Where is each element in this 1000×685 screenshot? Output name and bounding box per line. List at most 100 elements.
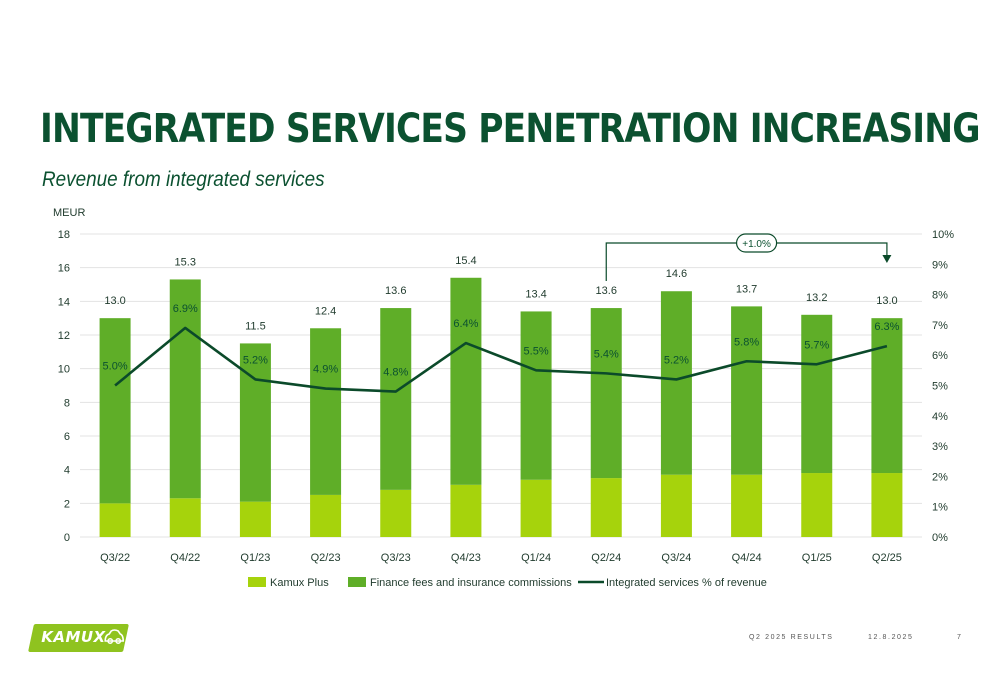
y2-tick-label: 8% [932, 290, 948, 302]
y2-tick-label: 9% [932, 259, 948, 271]
bar-finance-fees [310, 328, 342, 495]
bar-finance-fees [871, 318, 903, 474]
x-tick-label: Q2/23 [311, 552, 341, 564]
bar-total-label: 13.2 [806, 292, 827, 304]
x-tick-label: Q2/24 [591, 552, 621, 564]
callout-bubble [735, 233, 778, 253]
bar-kamux-plus [520, 479, 552, 537]
x-tick-label: Q1/24 [521, 552, 551, 564]
y-axis-left: 0 2 4 6 8 10 12 14 16 18 [58, 229, 70, 544]
x-tick-label: Q3/24 [661, 552, 691, 564]
percent-label: 6.3% [874, 321, 899, 333]
legend: Kamux Plus Finance fees and insurance com… [248, 577, 767, 589]
bar-total-label: 13.4 [525, 288, 546, 300]
y-axis-right: 0% 1% 2% 3% 4% 5% 6% 7% 8% 9% 10% [932, 229, 954, 544]
legend-swatch-finance [348, 577, 366, 587]
chart-subtitle: Revenue from integrated services [42, 168, 325, 191]
x-axis-ticks: Q3/22 Q4/22 Q1/23 Q2/23 Q3/23 Q4/23 Q1/24 Q2/24… [100, 552, 902, 564]
y-tick-label: 4 [64, 465, 70, 477]
callout-arrow [882, 255, 892, 263]
percent-label: 4.9% [313, 364, 338, 376]
bar-finance-fees [99, 318, 131, 504]
bar-kamux-plus [871, 473, 903, 537]
legend-label: Finance fees and insurance commissions [370, 577, 572, 589]
y2-tick-label: 5% [932, 381, 948, 393]
bar-kamux-plus [169, 498, 201, 537]
percent-line-path [114, 326, 888, 393]
y-tick-label: 12 [58, 330, 70, 342]
x-tick-label: Q3/23 [381, 552, 411, 564]
bar-total-label: 13.6 [385, 285, 406, 297]
bar-kamux-plus [239, 501, 271, 537]
car-icon [104, 629, 125, 644]
y-tick-label: 10 [58, 364, 70, 376]
bar-finance-fees [169, 279, 201, 499]
bar-finance-fees [590, 308, 622, 479]
percent-label: 4.8% [383, 367, 408, 379]
percent-label: 5.2% [243, 354, 268, 366]
percent-label: 6.4% [453, 318, 478, 330]
y-tick-label: 6 [64, 431, 70, 443]
bar-finance-fees [520, 311, 552, 480]
bar-kamux-plus [380, 489, 412, 537]
bar-total-label: 15.3 [175, 256, 196, 268]
percent-label: 5.5% [524, 345, 549, 357]
callout-annotation: +1.0% [605, 233, 892, 281]
percent-labels: 5.0% 6.9% 5.2% 4.9% 4.8% 6.4% 5.5% 5.4% 5.2% 5.8%… [103, 303, 900, 379]
footer-date: 12.8.2025 [868, 634, 914, 641]
percent-label: 5.7% [804, 339, 829, 351]
y2-tick-label: 6% [932, 350, 948, 362]
y-tick-label: 8 [64, 397, 70, 409]
bar-kamux-plus [801, 473, 833, 537]
bar-total-labels: 13.0 15.3 11.5 12.4 13.6 15.4 13.4 13.6 14.6 13.7… [104, 255, 897, 333]
footer-report-name: Q2 2025 RESULTS [749, 634, 834, 641]
x-tick-label: Q4/24 [732, 552, 762, 564]
x-tick-label: Q4/22 [170, 552, 200, 564]
x-tick-label: Q3/22 [100, 552, 130, 564]
percent-label: 5.4% [594, 348, 619, 360]
x-tick-label: Q2/25 [872, 552, 902, 564]
y2-tick-label: 1% [932, 502, 948, 514]
bar-total-label: 14.6 [666, 268, 687, 280]
y2-tick-label: 4% [932, 411, 948, 423]
gridlines [80, 233, 922, 538]
percent-label: 5.2% [664, 354, 689, 366]
bar-total-label: 11.5 [245, 320, 266, 332]
bar-kamux-plus [450, 484, 482, 537]
bars [99, 277, 903, 537]
page-number: 7 [957, 634, 961, 641]
percent-line [114, 326, 888, 393]
y-tick-label: 16 [58, 263, 70, 275]
x-tick-label: Q1/23 [240, 552, 270, 564]
y2-tick-label: 10% [932, 229, 954, 241]
bar-finance-fees [380, 308, 412, 490]
percent-label: 6.9% [173, 303, 198, 315]
y-tick-label: 0 [64, 532, 70, 544]
bar-finance-fees [801, 314, 833, 474]
bar-total-label: 13.6 [596, 285, 617, 297]
bar-kamux-plus [660, 474, 692, 537]
y2-tick-label: 0% [932, 532, 948, 544]
percent-label: 5.8% [734, 336, 759, 348]
bar-total-label: 13.0 [876, 295, 897, 307]
kamux-logo: KAMUX [28, 624, 129, 652]
bar-finance-fees [660, 291, 692, 475]
bar-kamux-plus [99, 503, 131, 537]
bar-finance-fees [731, 306, 763, 475]
bar-total-label: 15.4 [455, 255, 476, 267]
y-axis-unit-label: MEUR [53, 207, 85, 219]
bar-finance-fees [239, 343, 271, 502]
y2-tick-label: 3% [932, 441, 948, 453]
legend-label: Kamux Plus [270, 577, 329, 589]
bar-kamux-plus [310, 494, 342, 537]
bar-total-label: 13.7 [736, 283, 757, 295]
page-title: INTEGRATED SERVICES PENETRATION INCREASI… [40, 106, 981, 152]
y-tick-label: 18 [58, 229, 70, 241]
y2-tick-label: 7% [932, 320, 948, 332]
logo-text: KAMUX [41, 628, 106, 646]
bar-kamux-plus [731, 474, 763, 537]
legend-swatch-kamux-plus [248, 577, 266, 587]
y-tick-label: 2 [64, 498, 70, 510]
bar-kamux-plus [590, 478, 622, 537]
percent-label: 5.0% [103, 361, 128, 373]
